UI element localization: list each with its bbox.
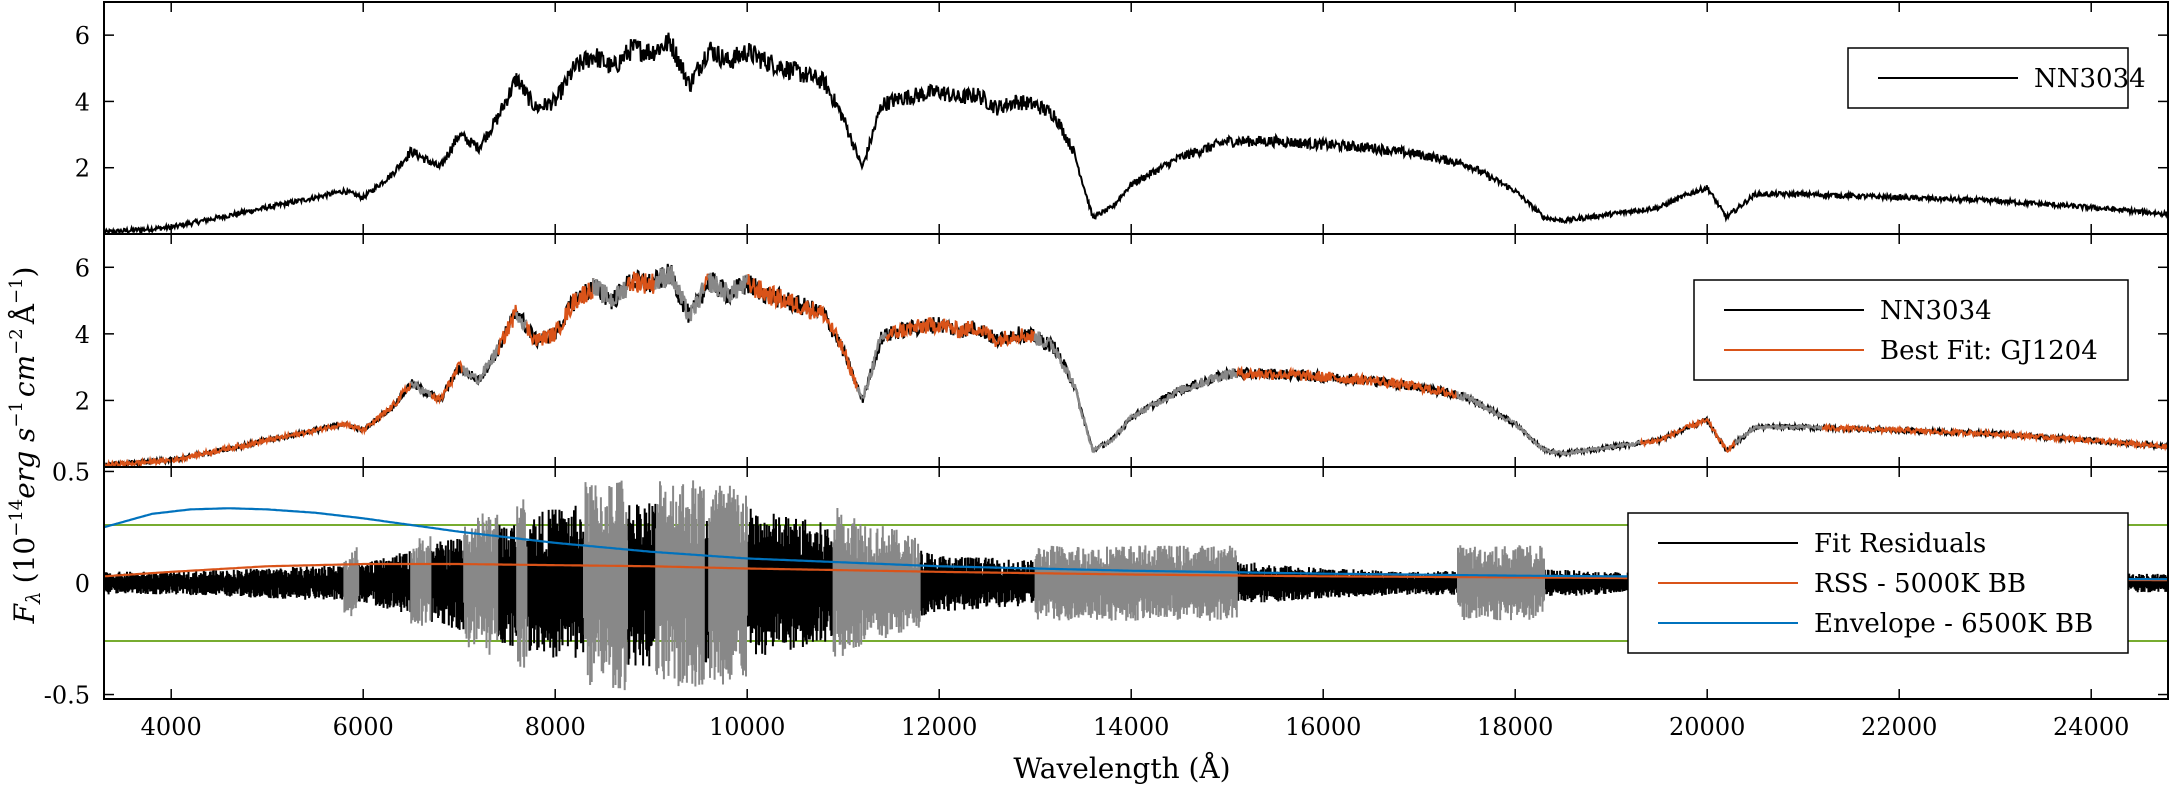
y-label-f: F	[8, 602, 41, 624]
plot-area	[104, 32, 2168, 234]
masked-series-line	[409, 265, 1823, 456]
y-axis-label: Fλ(10−14erg s−1cm−2Å−1)	[6, 267, 45, 625]
x-tick-label: 22000	[1861, 713, 1937, 741]
x-tick-label: 18000	[1477, 713, 1553, 741]
legend: NN3034 Best Fit: GJ1204	[1693, 279, 2129, 381]
bottom-panel: 4000 6000 8000 10000 12000 14000 16000 18000 200…	[44, 458, 2169, 741]
series-line	[104, 271, 2168, 467]
legend-label: Fit Residuals	[1814, 529, 1986, 559]
y-tick-label: 6	[75, 254, 90, 282]
x-axis-label: Wavelength (Å)	[1013, 752, 1230, 785]
x-tick-label: 6000	[333, 713, 394, 741]
y-tick-label: -0.5	[44, 682, 90, 710]
y-tick-label: 4	[75, 88, 90, 116]
y-label-erg-exp: −1	[6, 401, 27, 428]
legend: NN3034	[1847, 47, 2146, 109]
x-tick-label: 16000	[1285, 713, 1361, 741]
y-tick-label: 0	[75, 570, 90, 598]
y-label-cm-exp: −2	[6, 328, 27, 355]
y-tick-label: 4	[75, 321, 90, 349]
series-line	[104, 32, 2168, 234]
y-tick-label: 6	[75, 22, 90, 50]
y-label-sub: λ	[21, 591, 45, 605]
y-label-unit: (10	[8, 537, 41, 584]
y-label-ang: Å	[8, 303, 41, 325]
top-panel: 2 4 6 NN3034	[75, 1, 2169, 235]
x-tick-label: 20000	[1669, 713, 1745, 741]
legend-box	[1693, 279, 2129, 381]
y-tick-label: 2	[75, 155, 90, 183]
y-label-cm: cm	[8, 355, 41, 397]
x-tick-label: 24000	[2053, 713, 2129, 741]
legend-label: NN3034	[1880, 296, 1992, 326]
y-label-ang-exp: −1	[6, 277, 27, 304]
legend-label: Envelope - 6500K BB	[1814, 609, 2093, 639]
y-label-exp: −14	[6, 499, 27, 537]
middle-panel: 2 4 6 NN3034 Best Fit: GJ1204	[75, 233, 2169, 468]
plot-area	[104, 263, 2168, 467]
legend: Fit Residuals RSS - 5000K BB Envelope - 65…	[1627, 512, 2129, 654]
legend-label: NN3034	[2034, 64, 2146, 94]
y-label-erg: erg s	[8, 428, 41, 499]
legend-label: Best Fit: GJ1204	[1880, 336, 2098, 366]
y-label-close: )	[8, 267, 41, 278]
y-tick-label: 2	[75, 387, 90, 415]
y-tick-label: 0.5	[52, 458, 90, 486]
svg-text:Fλ(10−14erg s−1cm−2Å−1): Fλ(10−14erg s−1cm−2Å−1)	[6, 267, 45, 625]
x-tick-label: 12000	[901, 713, 977, 741]
x-tick-label: 8000	[525, 713, 586, 741]
legend-label: RSS - 5000K BB	[1814, 569, 2026, 599]
x-tick-label: 14000	[1093, 713, 1169, 741]
x-tick-label: 10000	[709, 713, 785, 741]
x-tick-label: 4000	[141, 713, 202, 741]
